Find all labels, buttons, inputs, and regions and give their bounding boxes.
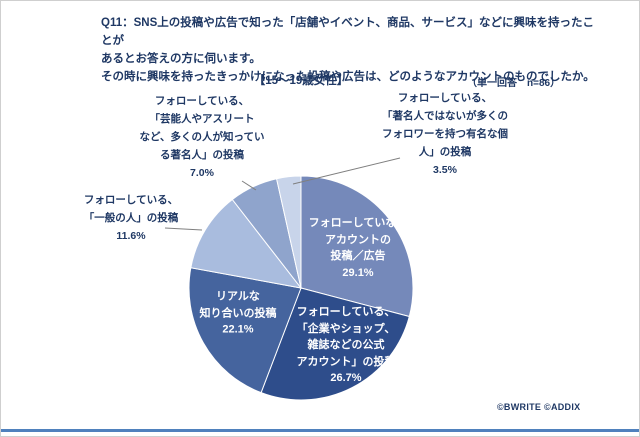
slice-label-ordinary-people: フォローしている、 「一般の人」の投稿 11.6% xyxy=(83,194,179,242)
slice-label-official-accounts: フォローしている、 「企業やショップ、 雑誌などの公式 アカウント」の投稿 26… xyxy=(296,305,396,384)
chart-subtitle: 【15～19歳女性】 xyxy=(253,75,349,87)
slice-label-influencers: フォローしている、 「著名人ではないが多くの フォロワーを持つ有名な個 人」の投… xyxy=(382,92,508,176)
slice-label-celebrities: フォローしている、 「芸能人やアスリート など、多くの人が知ってい る著名人」の… xyxy=(139,95,265,179)
pie-slice-3 xyxy=(190,198,303,289)
question-title-line2: あるとお答えの方に伺います。 xyxy=(101,53,261,65)
copyright-credit: ©BWRITE ©ADDIX xyxy=(497,402,581,412)
bottom-rule xyxy=(1,429,639,432)
pie-svg xyxy=(188,175,414,401)
sample-note: （単一回答 n=86） xyxy=(467,78,561,89)
question-title-line3: その時に興味を持ったきっかけになった投稿や広告は、どのようなアカウントのものでし… xyxy=(101,71,595,83)
slice-label-real-acquaintance: リアルな 知り合いの投稿 22.1% xyxy=(199,290,277,336)
pie-slice-2 xyxy=(188,267,302,394)
question-title-line1: Q11：SNS上の投稿や広告で知った「店舗やイベント、商品、サービス」などに興味… xyxy=(101,17,595,47)
question-title: Q11：SNS上の投稿や広告で知った「店舗やイベント、商品、サービス」などに興味… xyxy=(101,14,601,86)
pie-slice-1 xyxy=(260,287,410,401)
slice-label-not-following: フォローしていない アカウントの 投稿／広告 29.1% xyxy=(308,217,408,279)
